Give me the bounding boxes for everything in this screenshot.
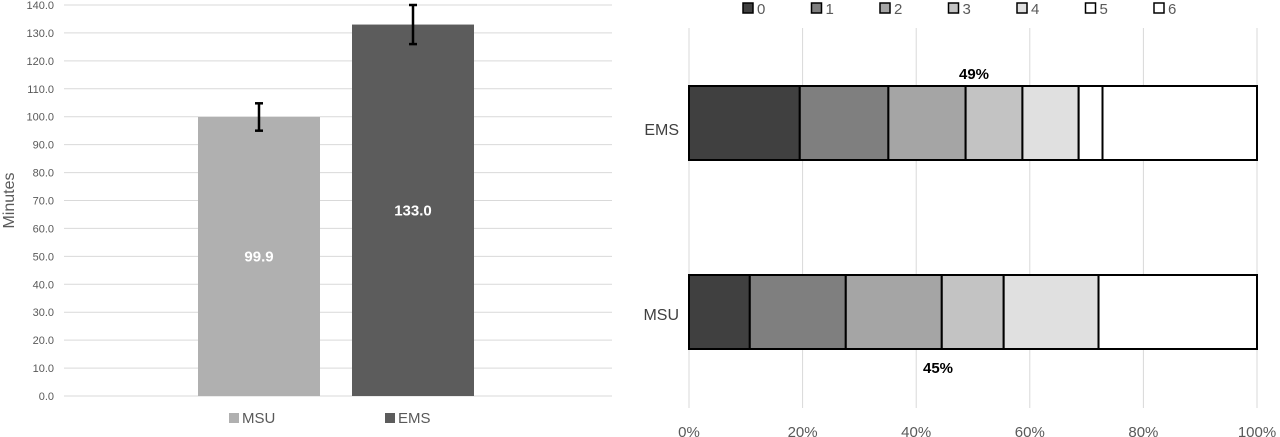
x-tick-label: 100%: [1238, 424, 1276, 437]
legend-label: 5: [1100, 1, 1108, 18]
legend-label: 6: [1168, 1, 1176, 18]
legend-label: 3: [963, 1, 971, 18]
y-tick-label: 10.0: [33, 363, 54, 375]
y-tick-label: 90.0: [33, 140, 54, 152]
segment-msu-6: [1097, 274, 1258, 350]
y-tick-label: 70.0: [33, 196, 54, 208]
y-tick-label: 60.0: [33, 223, 54, 235]
x-tick-label: 0%: [678, 424, 700, 437]
legend-swatch: [742, 2, 754, 14]
legend-swatch: [879, 2, 891, 14]
y-tick-label: 130.0: [26, 28, 54, 40]
segment-msu-1: [748, 274, 847, 350]
legend-label: MSU: [242, 410, 275, 427]
x-tick-label: 80%: [1128, 424, 1158, 437]
legend-swatch: [385, 413, 395, 423]
bar-value-label: 99.9: [244, 248, 273, 265]
segment-ems-6: [1101, 85, 1259, 161]
legend-label: EMS: [398, 410, 431, 427]
y-tick-label: 100.0: [26, 112, 54, 124]
legend-swatch: [1016, 2, 1028, 14]
y-axis-title: Minutes: [1, 172, 18, 228]
legend-label: 0: [757, 1, 765, 18]
y-tick-label: 120.0: [26, 56, 54, 68]
x-tick-label: 40%: [901, 424, 931, 437]
legend-label: 4: [1031, 1, 1039, 18]
y-tick-label: 40.0: [33, 279, 54, 291]
legend-swatch: [810, 2, 823, 14]
bar-value-label: 133.0: [394, 202, 432, 219]
x-tick-label: 60%: [1015, 424, 1045, 437]
legend-label: 1: [826, 1, 834, 18]
bar-msu: [198, 116, 320, 397]
category-label: EMS: [644, 122, 679, 139]
y-tick-label: 0.0: [39, 391, 54, 403]
category-label: MSU: [643, 307, 679, 324]
segment-ems-3: [964, 85, 1024, 161]
segment-msu-2: [844, 274, 943, 350]
segment-ems-4: [1021, 85, 1080, 161]
segment-msu-4: [1002, 274, 1100, 350]
y-tick-label: 30.0: [33, 307, 54, 319]
legend-label: 2: [894, 1, 902, 18]
legend-swatch: [1153, 2, 1165, 14]
annotation-label: 45%: [923, 360, 953, 377]
legend-swatch: [947, 2, 960, 14]
y-tick-label: 50.0: [33, 251, 54, 263]
x-tick-label: 20%: [788, 424, 818, 437]
y-tick-label: 110.0: [27, 84, 54, 96]
minutes-bar-chart: 0.0 10.0 20.0 30.0 40.0 50.0 60.0 70.0 80.0 90.0 1…: [1, 0, 612, 427]
stacked-distribution-chart: 0% 20% 40% 60% 80% 100% 0 1 2 3 4 5 6 EMS MSU 49% 45%: [643, 1, 1276, 437]
segment-msu-0: [688, 274, 751, 350]
segment-ems-5: [1077, 85, 1104, 161]
segment-ems-0: [688, 85, 801, 161]
segment-msu-3: [940, 274, 1005, 350]
y-tick-label: 140.0: [26, 0, 54, 12]
segment-ems-2: [887, 85, 967, 161]
legend-swatch: [1084, 2, 1097, 14]
annotation-label: 49%: [959, 66, 989, 83]
bar-ems: [352, 24, 474, 397]
y-tick-label: 20.0: [33, 335, 54, 347]
y-tick-label: 80.0: [33, 168, 54, 180]
segment-ems-1: [798, 85, 890, 161]
legend-swatch: [229, 413, 239, 423]
